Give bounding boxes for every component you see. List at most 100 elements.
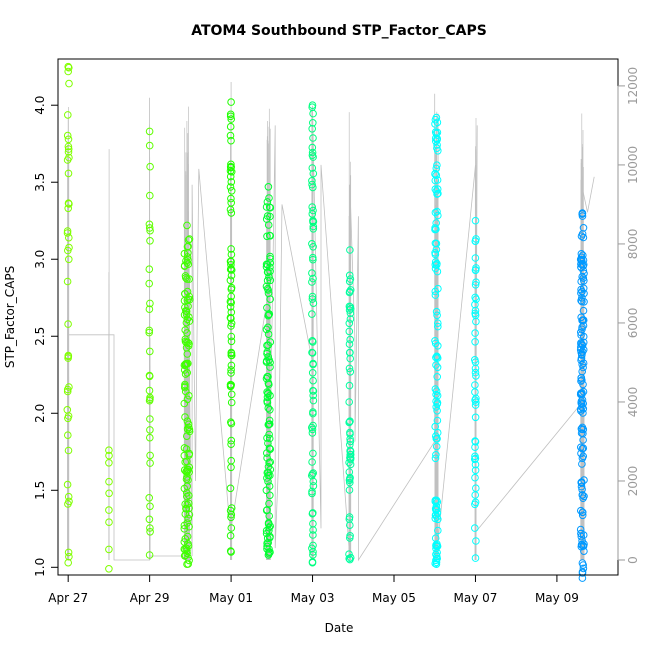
scatter-point [346, 437, 355, 446]
x-tick-label: Apr 29 [130, 591, 170, 605]
axes-layer: Apr 27 Apr 29 May 01 May 03 May 05 May 07 May … [33, 67, 640, 605]
scatter-point [146, 191, 154, 200]
scatter-point [181, 387, 190, 396]
scatter-point [226, 122, 235, 131]
scatter-point [432, 496, 441, 505]
scatter-point [65, 383, 73, 391]
scatter-point [346, 368, 355, 376]
scatter-point [433, 185, 442, 193]
scatter-point [145, 265, 154, 274]
scatter-point [184, 295, 193, 303]
scatter-point [265, 356, 273, 364]
scatter-point [266, 533, 274, 542]
scatter-point [308, 509, 317, 518]
scatter-point [264, 551, 273, 559]
scatter-point [63, 131, 72, 140]
scatter-point [227, 366, 235, 374]
scatter-point [471, 554, 480, 562]
scatter-point [434, 319, 442, 328]
scatter-point [309, 391, 318, 400]
scatter-point [262, 203, 271, 211]
scatter-point [64, 148, 73, 156]
scatter-point [577, 482, 586, 491]
scatter-point [181, 303, 189, 312]
scatter-point [346, 246, 354, 254]
scatter-point [308, 125, 317, 133]
scatter-point [265, 434, 274, 443]
scatter-point [576, 405, 585, 414]
scatter-point [262, 325, 271, 334]
scatter-point [145, 371, 154, 380]
scatter-point [578, 460, 586, 468]
scatter-point [184, 256, 192, 264]
scatter-point [146, 524, 154, 532]
scatter-point [308, 423, 316, 432]
y-tick-label: 2.0 [33, 404, 47, 423]
scatter-point [579, 363, 587, 372]
scatter-point [227, 398, 236, 407]
scatter-point [433, 373, 442, 381]
scatter-point [309, 153, 317, 161]
scatter-point [577, 289, 585, 297]
scatter-point [64, 169, 73, 178]
scatter-point [346, 441, 354, 449]
scatter-point [266, 254, 274, 263]
scatter-point [346, 286, 355, 294]
scatter-point [432, 219, 441, 227]
scatter-point [578, 511, 587, 520]
scatter-point [64, 62, 72, 71]
scatter-point [264, 420, 273, 429]
scatter-point [145, 515, 154, 524]
scatter-point [471, 281, 480, 289]
scatter-point [183, 253, 192, 261]
scatter-point [227, 115, 235, 123]
scatter-point [183, 432, 191, 441]
scatter-point [183, 287, 192, 296]
scatter-point [145, 328, 153, 337]
y2-tick-label: 6000 [626, 308, 640, 339]
scatter-point [471, 254, 480, 262]
scatter-point [433, 311, 441, 320]
scatter-point [263, 232, 271, 241]
scatter-point [309, 408, 317, 416]
scatter-point [183, 350, 192, 358]
scatter-point [578, 287, 586, 296]
y-tick-label: 1.5 [33, 481, 47, 500]
scatter-point [105, 477, 113, 486]
scatter-point [309, 526, 317, 534]
scatter-point [433, 176, 442, 184]
scatter-point [183, 532, 192, 541]
scatter-point [227, 436, 236, 445]
scatter-point [64, 558, 72, 567]
scatter-point [579, 425, 588, 434]
scatter-point [185, 510, 194, 519]
scatter-point [309, 449, 317, 458]
scatter-point [266, 491, 274, 500]
scatter-point [580, 289, 588, 298]
scatter-point [471, 443, 479, 452]
scatter-point [145, 551, 154, 559]
scatter-point [345, 340, 354, 348]
scatter-point [577, 389, 585, 398]
scatter-point [309, 206, 317, 215]
scatter-point [265, 444, 274, 453]
scatter-point [263, 397, 271, 405]
scatter-point [345, 550, 353, 559]
scatter-point [309, 299, 318, 308]
scatter-point [309, 274, 317, 283]
scatter-point [471, 413, 480, 422]
scatter-point [579, 452, 588, 461]
scatter-point [579, 561, 588, 569]
scatter-point [577, 479, 586, 487]
scatter-point [345, 381, 354, 390]
scatter-point [266, 406, 274, 414]
scatter-point [471, 368, 480, 377]
scatter-point [263, 276, 272, 285]
scatter-point [65, 552, 73, 561]
scatter-point [345, 468, 354, 476]
scatter-point [432, 239, 441, 248]
scatter-point [431, 422, 440, 431]
scatter-point [431, 224, 439, 232]
scatter-point [579, 256, 588, 265]
scatter-point [263, 304, 271, 312]
